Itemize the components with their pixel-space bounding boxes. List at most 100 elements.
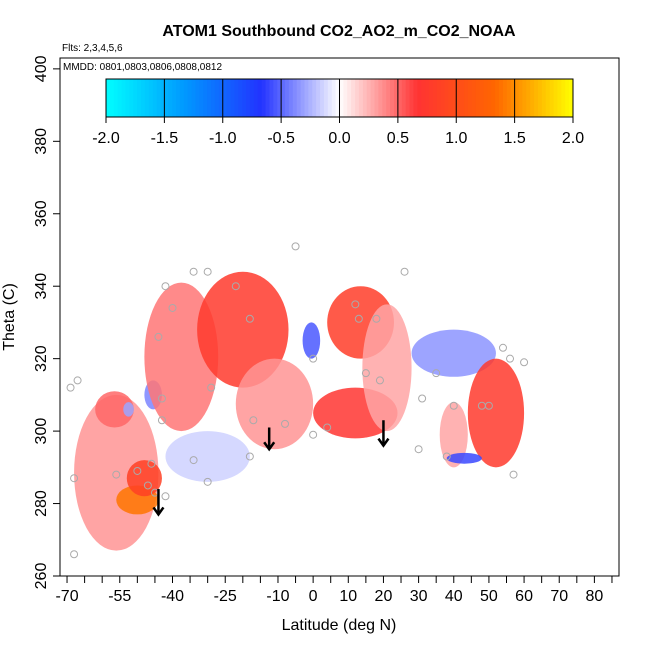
x-tick-label: 80 — [585, 588, 603, 605]
colorbar-swatch — [456, 79, 461, 117]
colorbar-swatch — [327, 79, 333, 117]
colorbar-swatch — [339, 79, 344, 117]
colorbar-swatch — [179, 79, 185, 117]
region-far-north — [467, 358, 525, 468]
region-north-blue-flank — [411, 329, 496, 377]
x-tick-label: 30 — [410, 588, 428, 605]
sample-point — [509, 470, 518, 479]
colorbar-swatch — [121, 79, 126, 117]
sample-point — [323, 423, 332, 432]
sample-point — [161, 282, 170, 291]
colorbar-swatch — [460, 79, 465, 117]
colorbar-swatch — [125, 79, 130, 117]
sample-point — [520, 358, 529, 367]
colorbar-swatch — [273, 79, 278, 117]
x-tick-label: -10 — [266, 588, 289, 605]
x-tick-label: 60 — [515, 588, 533, 605]
colorbar-swatch — [265, 79, 270, 117]
sample-point — [291, 242, 300, 251]
sample-point — [432, 369, 441, 378]
colorbar-swatch — [230, 79, 235, 117]
colorbar-swatch — [113, 79, 119, 117]
arrow-markers — [152, 420, 390, 517]
colorbar-swatch — [382, 79, 387, 117]
sample-point — [414, 445, 423, 454]
colorbar-swatch — [425, 79, 430, 117]
colorbar-swatch — [164, 79, 169, 117]
plot-frame — [59, 57, 620, 577]
colorbar-tick-label: 1.0 — [445, 130, 467, 147]
colorbar-swatch — [514, 79, 520, 117]
colorbar-swatch — [109, 79, 115, 117]
colorbar-tick-label: 0.5 — [387, 130, 409, 147]
colorbar-swatch — [183, 79, 189, 117]
sample-point — [143, 481, 152, 490]
colorbar-swatch — [312, 79, 317, 117]
x-axis-label: Latitude (deg N) — [282, 617, 397, 634]
colorbar-swatch — [557, 79, 562, 117]
colorbar-swatch — [417, 79, 422, 117]
colorbar-swatch — [448, 79, 453, 117]
colorbar-swatch — [195, 79, 200, 117]
sample-point — [189, 456, 198, 465]
y-tick-label: 260 — [33, 563, 50, 590]
colorbar-swatch — [429, 79, 434, 117]
colorbar-swatch — [222, 79, 228, 117]
sample-point — [207, 383, 216, 392]
colorbar-swatch — [238, 79, 243, 117]
region-mid-upper-lobe — [197, 271, 289, 388]
colorbar-swatch — [565, 79, 570, 117]
colorbar-swatch — [549, 79, 555, 117]
colorbar-swatch — [362, 79, 368, 117]
colorbar-swatch — [413, 79, 418, 117]
colorbar-swatch — [522, 79, 527, 117]
colorbar-swatch — [288, 79, 294, 117]
colorbar-swatch — [187, 79, 193, 117]
colorbar-swatch — [320, 79, 325, 117]
sample-point — [66, 383, 75, 392]
colorbar-swatch — [316, 79, 321, 117]
colorbar-swatch — [534, 79, 539, 117]
colorbar-swatch — [464, 79, 469, 117]
sample-point — [400, 267, 409, 276]
colorbar-swatch — [207, 79, 212, 117]
flights-label: Flts: 2,3,4,5,6 — [62, 43, 123, 54]
colorbar-swatch — [129, 79, 134, 117]
colorbar-swatch — [191, 79, 197, 117]
sample-points — [66, 242, 529, 559]
colorbar-tick-label: -1.5 — [151, 130, 179, 147]
region-far-north-blue — [446, 452, 482, 464]
colorbar-swatch — [561, 79, 566, 117]
sample-point — [498, 343, 507, 352]
colorbar-swatch — [152, 79, 158, 117]
y-tick-label: 360 — [33, 200, 50, 227]
colorbar-swatch — [541, 79, 547, 117]
colorbar-tick-label: -0.5 — [267, 130, 295, 147]
sample-point — [70, 550, 79, 559]
colorbar-tick-label: 0.0 — [328, 130, 350, 147]
colorbar-swatch — [386, 79, 391, 117]
colorbar-swatch — [530, 79, 535, 117]
sample-point — [361, 369, 370, 378]
colorbar-swatch — [569, 79, 574, 117]
region-equator-blue — [302, 322, 321, 359]
colorbar-swatch — [526, 79, 531, 117]
colorbar-swatch — [211, 79, 216, 117]
colorbar-swatch — [249, 79, 255, 117]
colorbar-swatch — [300, 79, 305, 117]
colorbar-swatch — [390, 79, 395, 117]
x-tick-label: -70 — [55, 588, 78, 605]
colorbar-swatch — [292, 79, 298, 117]
region-mid-lower-band — [235, 358, 314, 450]
colorbar-swatch — [499, 79, 504, 117]
y-tick-label: 320 — [33, 345, 50, 372]
colorbar-swatch — [347, 79, 352, 117]
colorbar-swatch — [366, 79, 372, 117]
colorbar-swatch — [133, 79, 138, 117]
colorbar-swatch — [487, 79, 492, 117]
colorbar-swatch — [444, 79, 449, 117]
colorbar-swatch — [226, 79, 232, 117]
colorbar-swatch — [378, 79, 383, 117]
colorbar-swatch — [308, 79, 313, 117]
